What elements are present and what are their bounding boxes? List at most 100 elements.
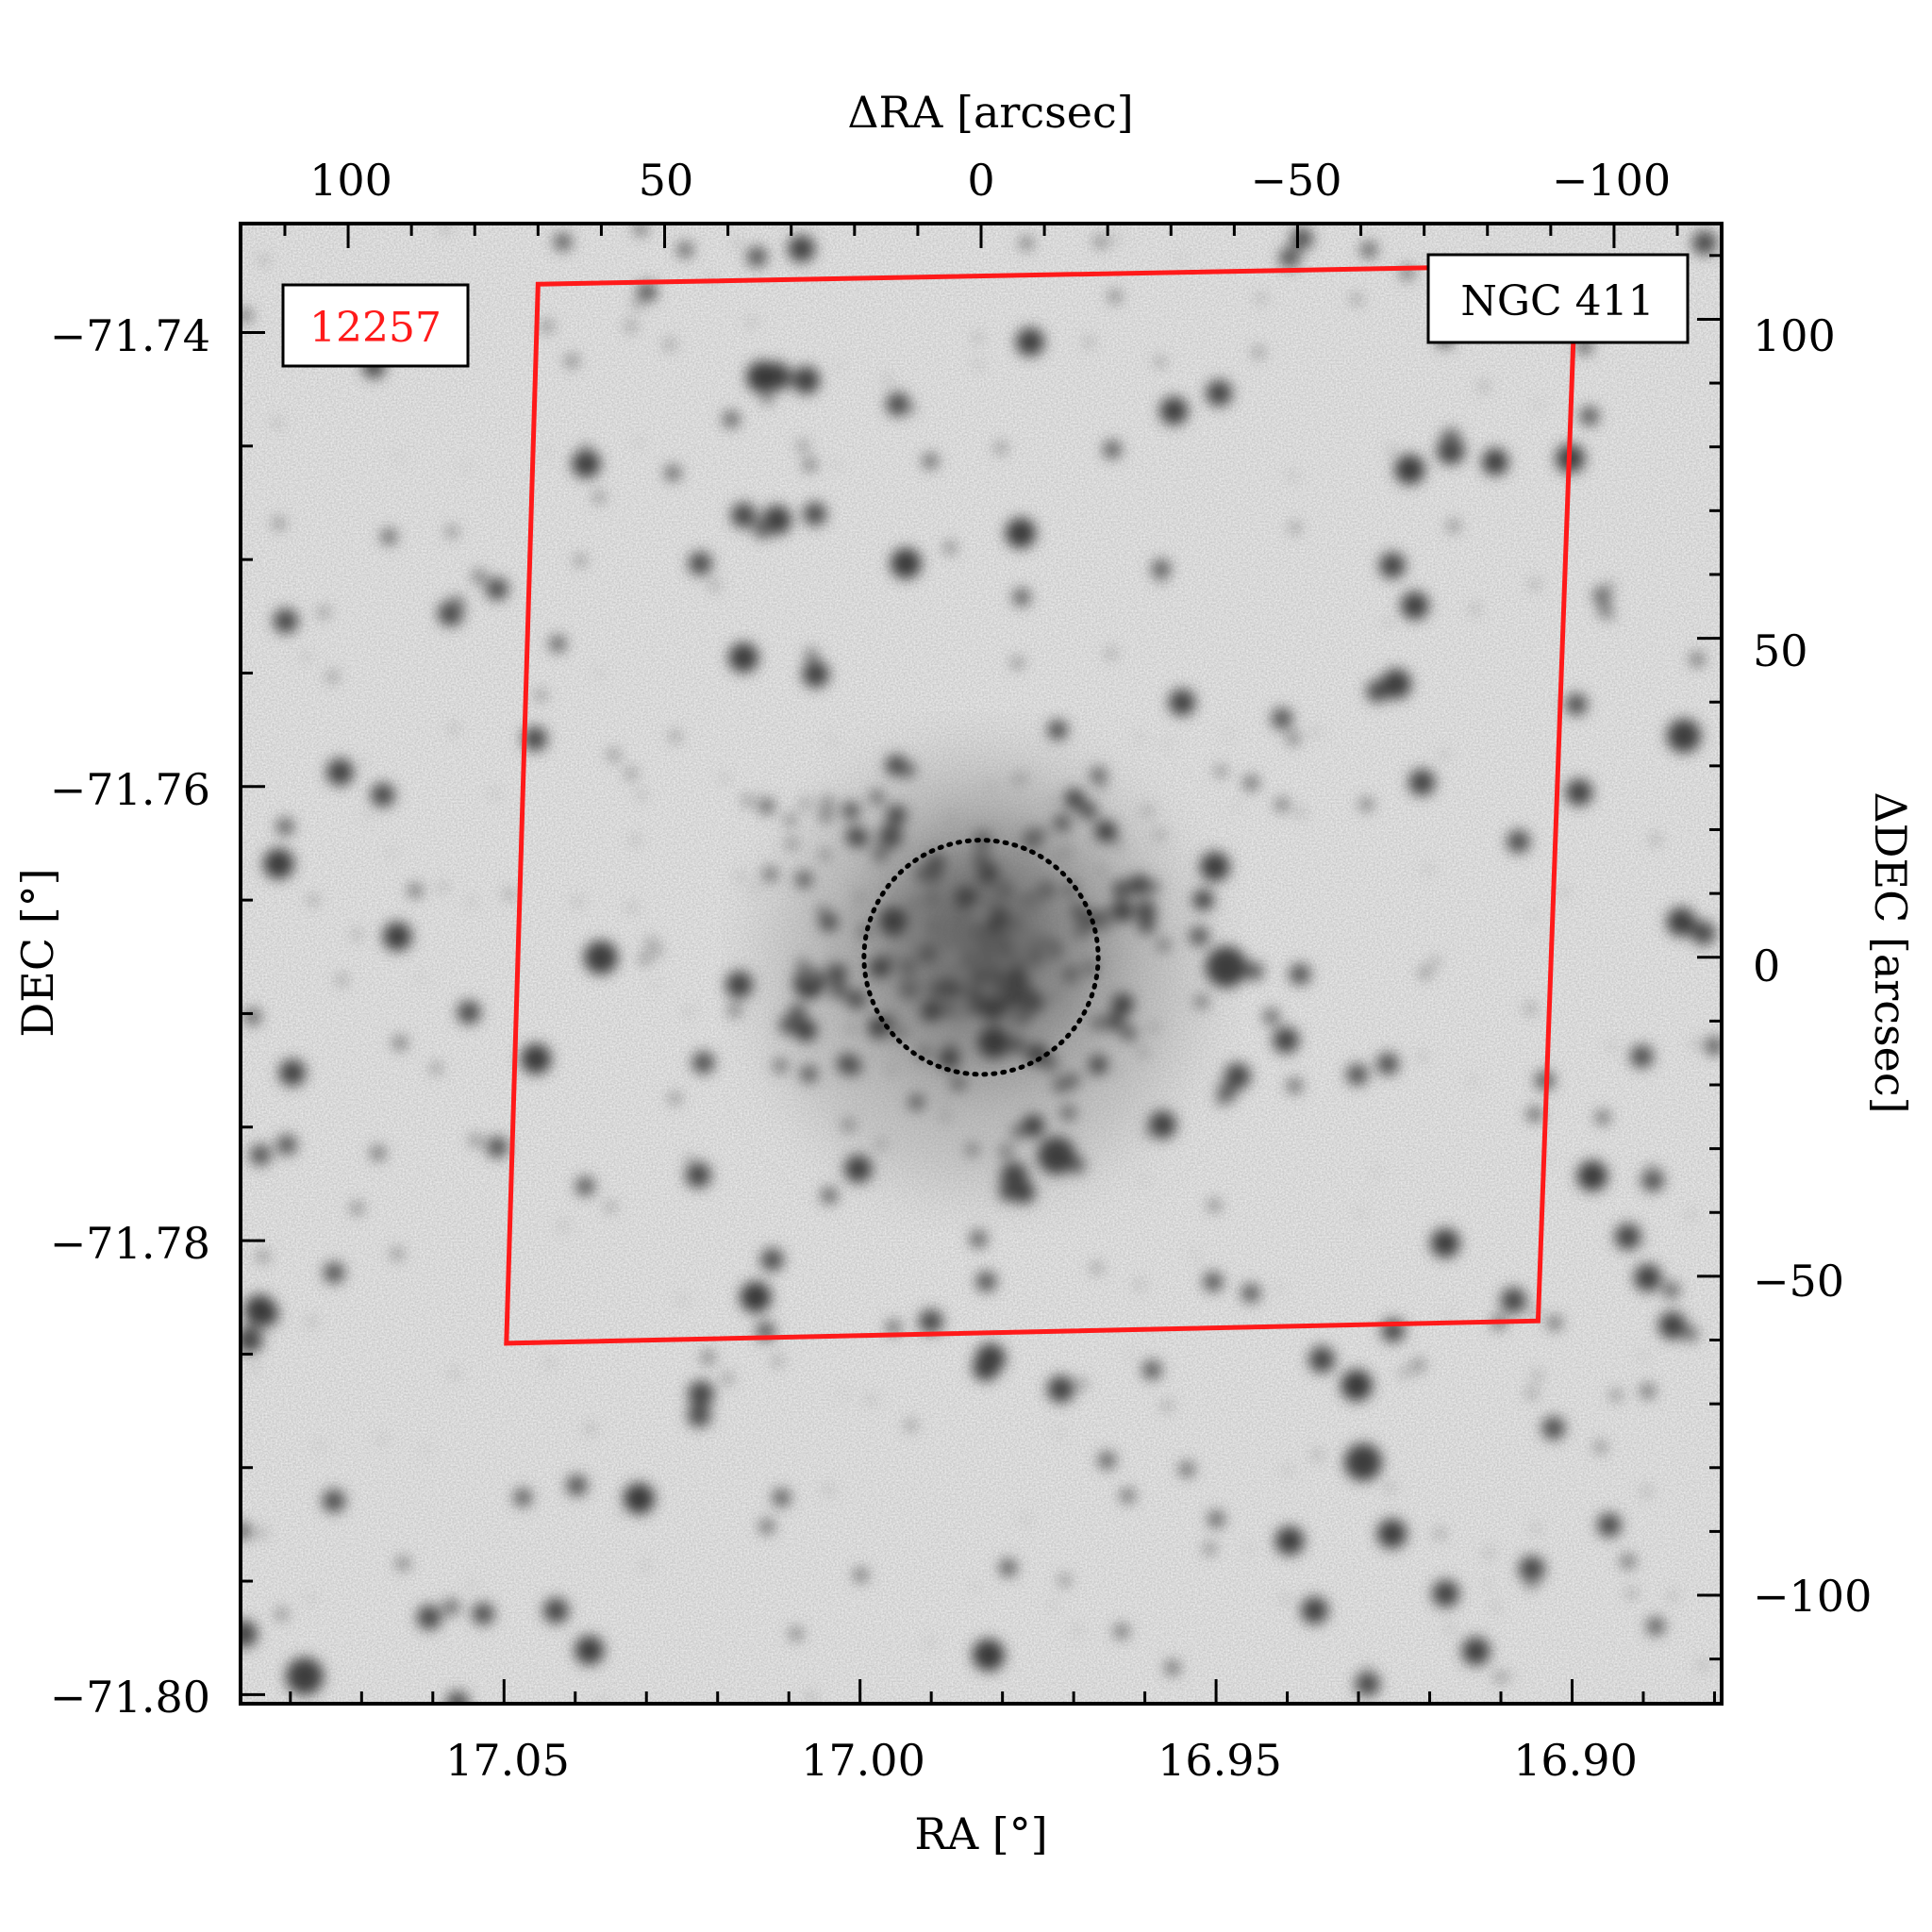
star bbox=[361, 760, 368, 767]
star bbox=[1485, 1549, 1493, 1557]
star bbox=[1094, 820, 1117, 842]
star bbox=[759, 1519, 774, 1535]
star bbox=[830, 943, 838, 951]
star bbox=[1048, 797, 1057, 805]
ddec-tick-label: −100 bbox=[1753, 1571, 1872, 1622]
star bbox=[1128, 874, 1151, 896]
star bbox=[1047, 1375, 1075, 1404]
star bbox=[965, 1142, 979, 1157]
ra-tick-label: 16.95 bbox=[1158, 1735, 1282, 1786]
star bbox=[927, 1639, 934, 1646]
star bbox=[988, 782, 995, 790]
star bbox=[868, 1016, 891, 1039]
star bbox=[977, 863, 1000, 886]
star bbox=[1419, 967, 1431, 978]
star bbox=[632, 300, 641, 309]
star bbox=[1344, 1443, 1382, 1481]
star bbox=[664, 340, 675, 350]
star bbox=[618, 1510, 625, 1517]
star bbox=[1072, 923, 1088, 939]
ra-tick-label: 16.90 bbox=[1513, 1735, 1638, 1786]
star bbox=[1011, 657, 1024, 669]
star bbox=[746, 246, 768, 268]
star bbox=[1010, 924, 1024, 939]
star bbox=[788, 235, 816, 263]
star bbox=[308, 895, 318, 905]
star bbox=[1040, 937, 1057, 954]
star bbox=[1424, 866, 1432, 873]
star bbox=[1592, 586, 1611, 605]
star bbox=[1244, 961, 1264, 981]
star bbox=[879, 1003, 888, 1011]
star bbox=[1078, 1032, 1085, 1039]
star bbox=[1038, 881, 1056, 899]
dra-tick-label: 100 bbox=[309, 155, 392, 206]
star bbox=[908, 897, 922, 910]
star bbox=[1164, 1660, 1180, 1675]
star bbox=[664, 464, 681, 482]
star bbox=[1155, 357, 1165, 367]
star bbox=[1105, 1011, 1125, 1032]
star bbox=[1274, 797, 1290, 812]
star bbox=[1533, 1371, 1542, 1380]
star bbox=[1690, 921, 1716, 946]
star bbox=[943, 541, 957, 554]
star bbox=[1441, 751, 1447, 758]
star bbox=[326, 758, 354, 786]
star bbox=[1565, 692, 1588, 716]
star bbox=[827, 992, 836, 1000]
star bbox=[1136, 735, 1142, 741]
star bbox=[1289, 963, 1311, 986]
star bbox=[819, 809, 833, 824]
star bbox=[1281, 1596, 1289, 1604]
star bbox=[869, 957, 891, 979]
star bbox=[1027, 946, 1045, 964]
star bbox=[646, 937, 657, 948]
star bbox=[772, 1489, 791, 1507]
star bbox=[915, 865, 933, 883]
star bbox=[391, 1248, 403, 1260]
star bbox=[1614, 1223, 1641, 1251]
star bbox=[1148, 1110, 1176, 1140]
star bbox=[396, 453, 403, 459]
star bbox=[1168, 689, 1196, 716]
star bbox=[950, 1074, 967, 1091]
star bbox=[1074, 1627, 1081, 1634]
star bbox=[257, 1251, 269, 1262]
star bbox=[1646, 1164, 1657, 1176]
star bbox=[1435, 1528, 1445, 1539]
star bbox=[974, 360, 982, 368]
star bbox=[845, 825, 867, 847]
star bbox=[1507, 1673, 1514, 1679]
star bbox=[1020, 880, 1026, 888]
dra-tick-label: −100 bbox=[1552, 155, 1671, 206]
star bbox=[1376, 1052, 1399, 1075]
star bbox=[999, 1558, 1018, 1577]
star bbox=[625, 321, 637, 332]
star bbox=[947, 814, 954, 822]
star bbox=[821, 1187, 839, 1205]
ddec-tick-label: 100 bbox=[1753, 310, 1836, 361]
star bbox=[1060, 847, 1072, 858]
star bbox=[1607, 580, 1616, 589]
dec-tick-label: −71.80 bbox=[50, 1672, 210, 1723]
star bbox=[924, 891, 941, 907]
star bbox=[1400, 591, 1429, 620]
star bbox=[1157, 577, 1164, 585]
star bbox=[725, 971, 754, 999]
star bbox=[1088, 1055, 1108, 1075]
star bbox=[758, 797, 775, 815]
star bbox=[893, 1026, 908, 1041]
star bbox=[1507, 829, 1530, 854]
star bbox=[709, 580, 720, 591]
star bbox=[973, 1355, 999, 1381]
star bbox=[918, 943, 938, 963]
star bbox=[800, 798, 810, 809]
ra-tick-label: 17.00 bbox=[801, 1735, 925, 1786]
star bbox=[1669, 1592, 1676, 1600]
star bbox=[790, 1627, 803, 1641]
star bbox=[899, 958, 917, 975]
top-tick-labels: 100 50 0 −50 −100 bbox=[309, 155, 1671, 206]
star bbox=[286, 1657, 324, 1695]
star bbox=[451, 1370, 458, 1377]
